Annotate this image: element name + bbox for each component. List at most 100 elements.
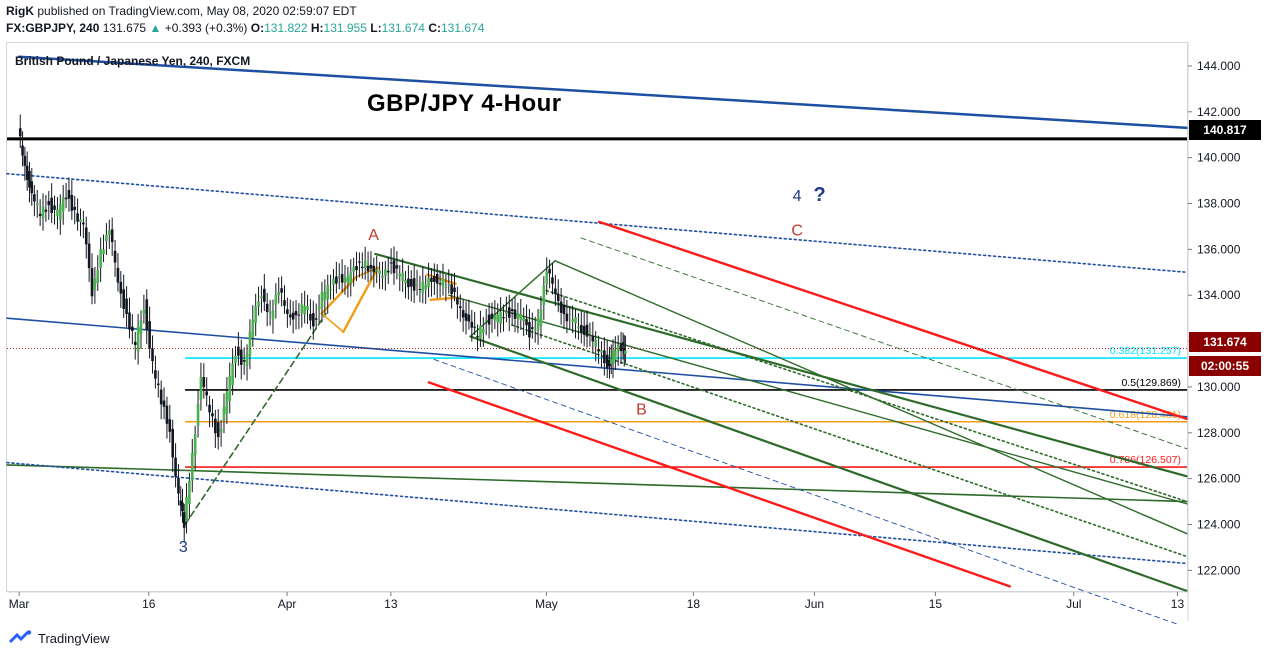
candle-body (28, 170, 31, 188)
candle-body (398, 274, 402, 277)
candle-body (139, 320, 143, 335)
candle-body (568, 314, 572, 316)
candle-body (44, 209, 48, 212)
candle-body (415, 284, 419, 286)
candle-body (375, 269, 379, 272)
candle-body (268, 311, 272, 313)
fib-levels-layer: 0.382(131.257)0.5(129.869)0.618(128.481)… (7, 137, 1187, 468)
candle-body (554, 288, 557, 295)
time-tick-label: Jun (805, 597, 824, 611)
candle-body (433, 276, 436, 282)
candle-body (473, 326, 476, 328)
candle-body (67, 189, 71, 199)
candle-body (329, 289, 332, 291)
candle-body (303, 305, 306, 315)
candle-body (392, 260, 396, 274)
last-price: 131.675 (102, 21, 147, 35)
candle-body (551, 277, 554, 284)
candle-body (559, 301, 563, 313)
candle-body (320, 291, 324, 308)
candle-body (616, 345, 620, 352)
candle-body (93, 278, 97, 291)
candle-body (99, 249, 102, 269)
candle-body (231, 363, 234, 386)
price-tick-label: 142.000 (1197, 105, 1241, 119)
candle-body (162, 400, 166, 407)
candle-body (18, 128, 22, 137)
candle-body (585, 324, 589, 337)
candle-body (228, 375, 232, 401)
candle-body (53, 205, 56, 210)
candle-body (490, 313, 494, 319)
candle-body (90, 268, 94, 297)
candle-body (314, 318, 318, 320)
candle-body (291, 312, 295, 320)
candle-body (317, 306, 321, 310)
candle-body (384, 269, 387, 276)
candle-body (510, 309, 514, 312)
time-axis[interactable]: Mar 16 Apr 13 May 18 Jun 15 Jul 13 (7, 591, 1188, 611)
candle-body (343, 278, 347, 283)
trend-line (597, 220, 1189, 421)
candle-body (142, 309, 146, 314)
candle-body (499, 311, 502, 324)
trend-line (433, 358, 1188, 629)
candle-body (107, 230, 111, 235)
trend-line (580, 237, 1188, 450)
candle-body (352, 266, 355, 272)
trend-line (429, 296, 460, 302)
trend-line (6, 317, 1188, 418)
candle-body (427, 277, 430, 288)
last-price-tag: 131.674 (1189, 332, 1261, 352)
candle-body (271, 310, 275, 320)
trend-line (511, 324, 1188, 558)
price-tick-label: 140.000 (1197, 151, 1241, 165)
candle-body (335, 276, 338, 284)
level-label: 0.382(131.257) (1110, 345, 1181, 357)
candle-body (533, 329, 537, 331)
trend-line (342, 266, 380, 334)
candle-body (611, 349, 615, 364)
candle-body (496, 314, 500, 323)
candle-body (25, 165, 29, 180)
candle-body (41, 206, 45, 219)
candle-body (251, 319, 255, 338)
candle-body (128, 312, 131, 330)
candle-body (297, 314, 301, 316)
price-series-layer (7, 114, 1187, 543)
candle-body (70, 194, 74, 211)
tradingview-logo[interactable]: TradingView (8, 630, 110, 646)
price-axis[interactable]: 144.000 142.000 140.000 138.000 136.000 134.0… (1187, 43, 1241, 621)
candle-body (202, 377, 206, 387)
candle-body (395, 265, 399, 269)
candle-body (199, 376, 203, 400)
candle-body (565, 313, 569, 322)
trend-lines-layer (6, 55, 1189, 629)
candle-body (286, 309, 289, 314)
candle-body (84, 227, 88, 245)
candle-body (177, 477, 180, 494)
level-label: 0.5(129.869) (1121, 377, 1181, 389)
candle-body (407, 278, 410, 288)
candle-body (168, 419, 172, 432)
chart-pane[interactable] (6, 42, 1188, 592)
candle-body (205, 391, 208, 396)
price-tick-label: 128.000 (1197, 426, 1241, 440)
publisher-name[interactable]: RigK (6, 4, 34, 18)
candle-body (30, 181, 34, 194)
open-label: O: (250, 21, 265, 35)
candle-body (430, 277, 433, 282)
candle-body (605, 354, 609, 368)
time-tick-label: Apr (278, 597, 297, 611)
candle-body (260, 296, 263, 299)
high-value: 131.955 (323, 21, 367, 35)
candle-body (525, 319, 528, 326)
candle-body (424, 285, 427, 290)
time-tick-label: 13 (1171, 597, 1185, 611)
candle-body (421, 281, 425, 294)
trend-line (545, 289, 1188, 503)
candle-body (87, 243, 91, 269)
countdown-tag: 02:00:55 (1189, 356, 1261, 376)
candle-body (125, 298, 128, 315)
